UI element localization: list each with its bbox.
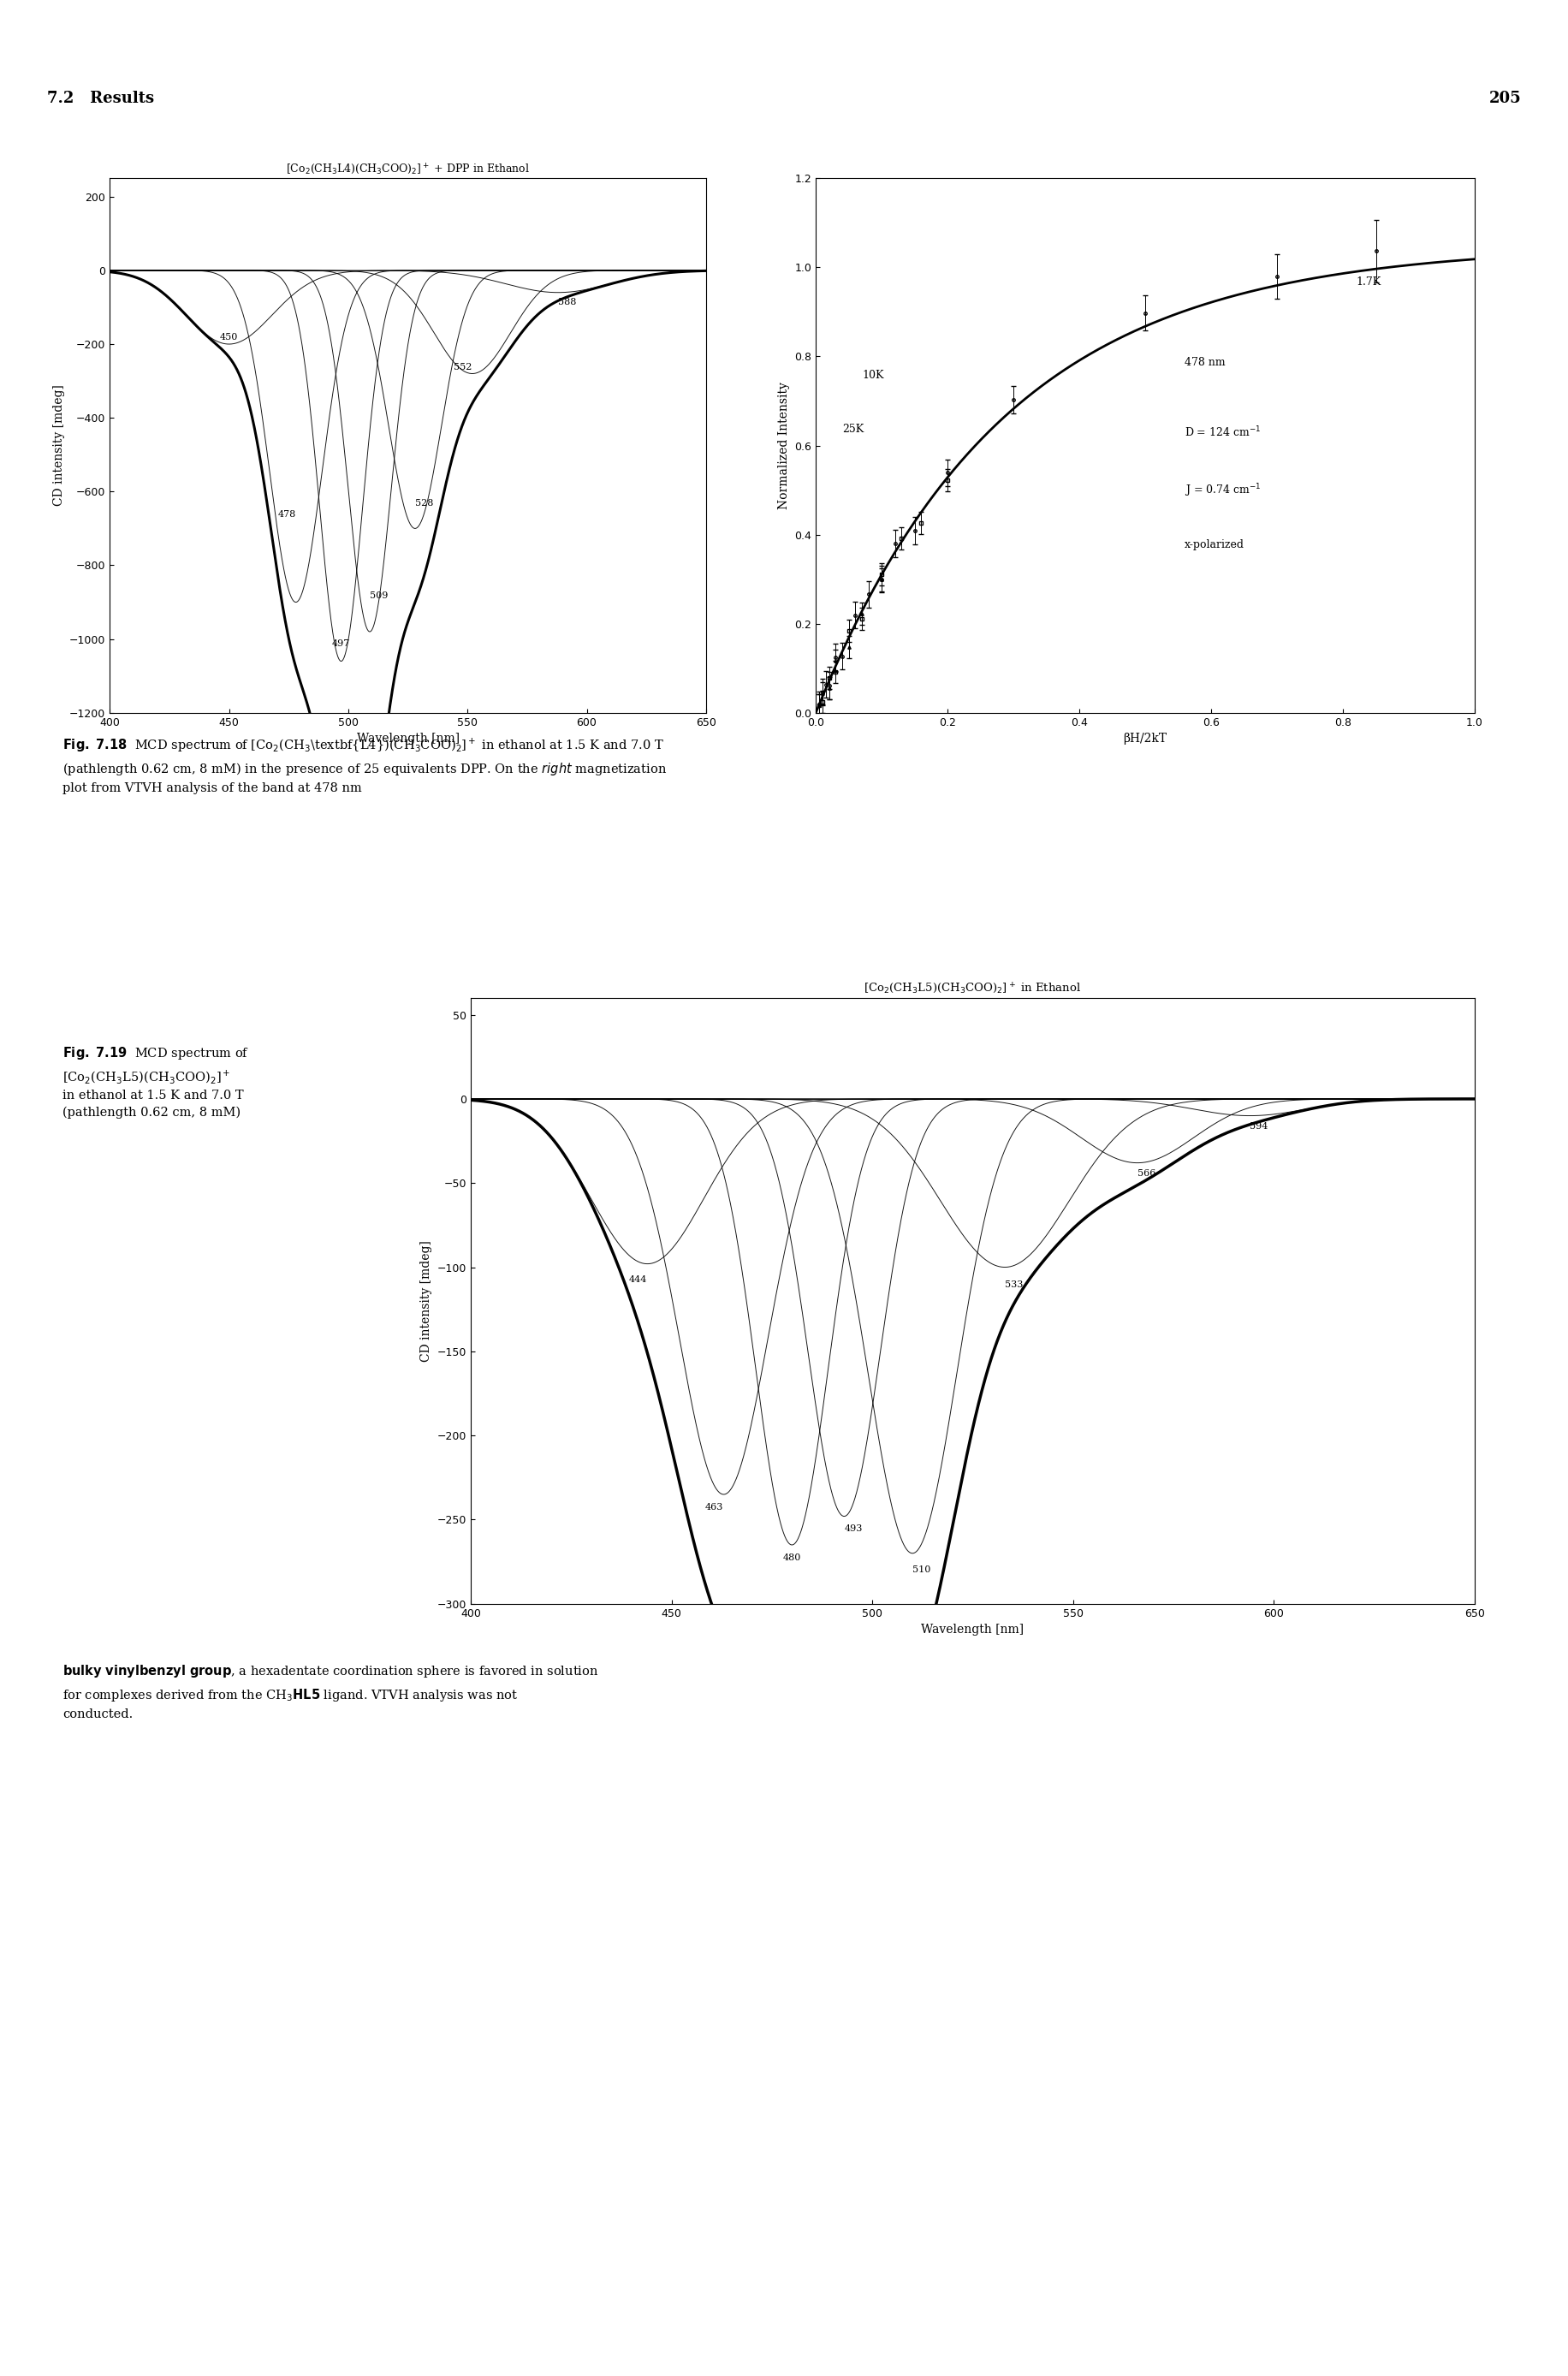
Text: 510: 510 <box>913 1566 930 1573</box>
Text: $\mathbf{Fig.\ 7.18}$  MCD spectrum of [Co$_2$(CH$_3$\textbf{L4})(CH$_3$COO)$_2$: $\mathbf{Fig.\ 7.18}$ MCD spectrum of [C… <box>63 737 666 794</box>
Title: [Co$_2$(CH$_3$L5)(CH$_3$COO)$_2$]$^+$ in Ethanol: [Co$_2$(CH$_3$L5)(CH$_3$COO)$_2$]$^+$ in… <box>864 981 1080 996</box>
Text: 493: 493 <box>844 1525 862 1533</box>
Text: 10K: 10K <box>861 371 883 380</box>
X-axis label: βH/2kT: βH/2kT <box>1123 732 1167 744</box>
Y-axis label: Normalized Intensity: Normalized Intensity <box>778 383 789 508</box>
Text: 1.7K: 1.7K <box>1355 276 1380 287</box>
Text: 533: 533 <box>1004 1281 1022 1290</box>
Text: D = 124 cm$^{-1}$: D = 124 cm$^{-1}$ <box>1184 425 1261 440</box>
Text: 480: 480 <box>782 1554 801 1561</box>
Text: 450: 450 <box>220 333 238 342</box>
Text: 566: 566 <box>1137 1169 1156 1178</box>
X-axis label: Wavelength [nm]: Wavelength [nm] <box>920 1623 1024 1635</box>
Text: J = 0.74 cm$^{-1}$: J = 0.74 cm$^{-1}$ <box>1184 482 1261 499</box>
Text: 588: 588 <box>558 297 575 307</box>
Text: 205: 205 <box>1488 90 1521 107</box>
Text: 497: 497 <box>332 639 350 649</box>
Text: 528: 528 <box>416 499 433 508</box>
Text: 478: 478 <box>278 511 296 518</box>
Title: [Co$_2$(CH$_3$L4)(CH$_3$COO)$_2$]$^+$ + DPP in Ethanol: [Co$_2$(CH$_3$L4)(CH$_3$COO)$_2$]$^+$ + … <box>285 162 530 176</box>
Y-axis label: CD intensity [mdeg]: CD intensity [mdeg] <box>53 385 64 506</box>
Text: 7.2   Results: 7.2 Results <box>47 90 154 107</box>
Text: x-polarized: x-polarized <box>1184 539 1243 551</box>
Text: 552: 552 <box>453 364 472 371</box>
Text: 463: 463 <box>706 1504 723 1511</box>
X-axis label: Wavelength [nm]: Wavelength [nm] <box>356 732 459 744</box>
Y-axis label: CD intensity [mdeg]: CD intensity [mdeg] <box>420 1240 433 1361</box>
Text: 594: 594 <box>1250 1121 1267 1131</box>
Text: 25K: 25K <box>842 423 864 435</box>
Text: 478 nm: 478 nm <box>1184 356 1225 368</box>
Text: 509: 509 <box>370 592 387 599</box>
Text: $\mathbf{bulky\ vinylbenzyl\ group}$, a hexadentate coordination sphere is favor: $\mathbf{bulky\ vinylbenzyl\ group}$, a … <box>63 1663 599 1720</box>
Text: $\mathbf{Fig.\ 7.19}$  MCD spectrum of
[Co$_2$(CH$_3$L5)(CH$_3$COO)$_2$]$^+$
in : $\mathbf{Fig.\ 7.19}$ MCD spectrum of [C… <box>63 1045 249 1119</box>
Text: 444: 444 <box>629 1276 648 1283</box>
